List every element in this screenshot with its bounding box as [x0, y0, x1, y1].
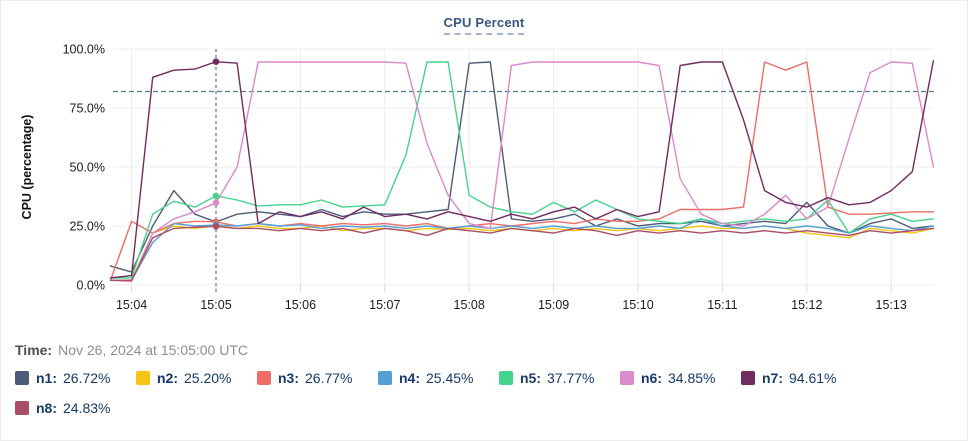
- n5-swatch: [499, 371, 513, 385]
- n2-value: 25.20%: [184, 370, 232, 386]
- series-line-n1: [109, 61, 935, 273]
- x-tick-label-15:07: 15:07: [369, 298, 400, 312]
- y-tick-label-25.0%: 25.0%: [70, 220, 105, 234]
- n2-swatch: [136, 371, 150, 385]
- n7-swatch: [741, 371, 755, 385]
- x-tick-label-15:05: 15:05: [200, 298, 231, 312]
- crosshair-dot-n7: [212, 58, 220, 66]
- time-row: Time: Nov 26, 2024 at 15:05:00 UTC: [15, 342, 967, 358]
- series-line-n2: [109, 224, 935, 282]
- legend-item-n2[interactable]: n2: 25.20%: [136, 370, 257, 386]
- series-line-n4: [109, 218, 935, 282]
- n1-label: n1:: [36, 370, 57, 386]
- x-tick-label-15:11: 15:11: [707, 298, 737, 312]
- x-tick-label-15:12: 15:12: [791, 298, 822, 312]
- n8-label: n8:: [36, 400, 57, 416]
- n7-value: 94.61%: [789, 370, 837, 386]
- time-value: Nov 26, 2024 at 15:05:00 UTC: [58, 342, 248, 358]
- time-label: Time:: [15, 342, 53, 358]
- n3-swatch: [257, 371, 271, 385]
- cpu-chart[interactable]: 0.0% 25.0% 50.0% 75.0% 100.0% 15:04 15:05 15:06…: [1, 36, 968, 328]
- crosshair-dot-n8: [212, 223, 220, 230]
- n2-label: n2:: [157, 370, 178, 386]
- y-axis-title: CPU (percentage): [20, 115, 34, 220]
- series-line-n8: [109, 225, 935, 282]
- x-tick-label-15:13: 15:13: [876, 298, 907, 312]
- chart-title[interactable]: CPU Percent: [443, 15, 525, 35]
- y-tick-label-100.0%: 100.0%: [63, 43, 105, 57]
- y-tick-label-0.0%: 0.0%: [77, 279, 106, 293]
- x-tick-label-15:10: 15:10: [622, 298, 653, 312]
- n3-value: 26.77%: [305, 370, 353, 386]
- crosshair-dot-n6: [212, 199, 220, 207]
- legend-item-n8[interactable]: n8: 24.83%: [15, 400, 136, 416]
- legend-item-n3[interactable]: n3: 26.77%: [257, 370, 378, 386]
- n1-value: 26.72%: [63, 370, 111, 386]
- n4-label: n4:: [399, 370, 420, 386]
- n7-label: n7:: [762, 370, 783, 386]
- series-line-n7: [109, 60, 935, 279]
- n1-swatch: [15, 371, 29, 385]
- n4-value: 25.45%: [426, 370, 474, 386]
- y-tick-label-50.0%: 50.0%: [70, 161, 105, 175]
- y-tick-label-75.0%: 75.0%: [70, 102, 105, 116]
- x-tick-label-15:06: 15:06: [285, 298, 316, 312]
- legend-item-n1[interactable]: n1: 26.72%: [15, 370, 136, 386]
- x-tick-label-15:09: 15:09: [538, 298, 569, 312]
- crosshair-dot-n5: [212, 192, 220, 200]
- n3-label: n3:: [278, 370, 299, 386]
- series-line-n5: [109, 61, 935, 279]
- x-tick-label-15:08: 15:08: [454, 298, 485, 312]
- n5-label: n5:: [520, 370, 541, 386]
- title-row: CPU Percent: [1, 1, 967, 35]
- legend-item-n5[interactable]: n5: 37.77%: [499, 370, 620, 386]
- legend-item-n4[interactable]: n4: 25.45%: [378, 370, 499, 386]
- legend-item-n7[interactable]: n7: 94.61%: [741, 370, 862, 386]
- legend: n1: 26.72% n2: 25.20% n3: 26.77% n4: 25.…: [15, 370, 955, 430]
- n6-label: n6:: [641, 370, 662, 386]
- n6-swatch: [620, 371, 634, 385]
- n8-value: 24.83%: [63, 400, 111, 416]
- n8-swatch: [15, 401, 29, 415]
- n5-value: 37.77%: [547, 370, 595, 386]
- x-tick-label-15:04: 15:04: [116, 298, 147, 312]
- legend-item-n6[interactable]: n6: 34.85%: [620, 370, 741, 386]
- n4-swatch: [378, 371, 392, 385]
- series-line-n6: [109, 61, 935, 283]
- n6-value: 34.85%: [668, 370, 716, 386]
